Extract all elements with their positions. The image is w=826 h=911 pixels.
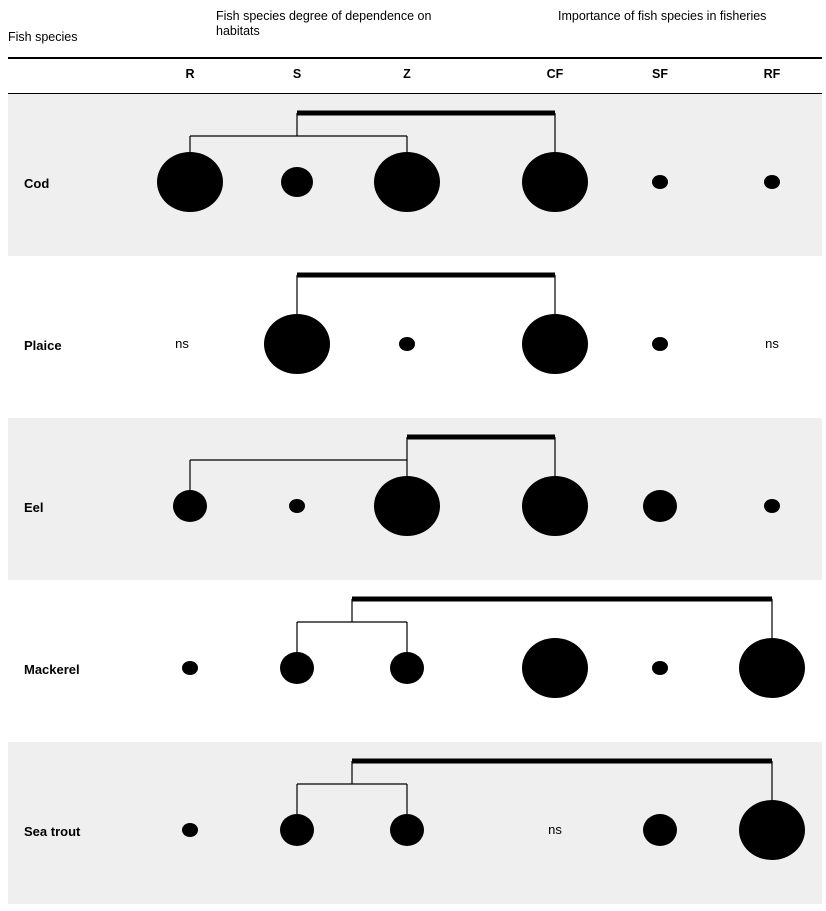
- dependence-dot-large: [522, 152, 588, 212]
- dependence-dot-small: [281, 167, 313, 197]
- dependence-dot-large: [522, 638, 588, 698]
- dependence-dot-medium: [390, 652, 424, 684]
- ns-label: ns: [765, 336, 779, 351]
- species-label: Sea trout: [24, 824, 81, 839]
- species-label: Plaice: [24, 338, 62, 353]
- dependence-dot-medium: [390, 814, 424, 846]
- dependence-dot-tiny: [289, 499, 305, 513]
- dependence-dot-large: [374, 152, 440, 212]
- dependence-dot-large: [739, 800, 805, 860]
- dependence-dot-medium: [173, 490, 207, 522]
- column-label-s: S: [292, 67, 302, 81]
- dependence-dot-tiny: [764, 499, 780, 513]
- column-label-r: R: [185, 67, 195, 81]
- dependence-dot-tiny: [182, 661, 198, 675]
- dependence-dot-tiny: [764, 175, 780, 189]
- dependence-dot-tiny: [652, 661, 668, 675]
- species-label: Mackerel: [24, 662, 80, 677]
- ns-label: ns: [175, 336, 189, 351]
- dependence-dot-large: [264, 314, 330, 374]
- dependence-dot-medium: [280, 814, 314, 846]
- column-label-z: Z: [403, 67, 411, 81]
- dependence-dot-tiny: [652, 175, 668, 189]
- dependence-dot-large: [157, 152, 223, 212]
- header-fisheries-importance: Importance of fish species in fisheries: [558, 9, 767, 23]
- header-top-rule: [8, 57, 822, 59]
- header-bottom-rule: [8, 93, 822, 95]
- dependence-dot-tiny: [652, 337, 668, 351]
- dependence-dot-large: [522, 314, 588, 374]
- row-plaice: Plaice: [8, 256, 822, 418]
- dependence-dot-large: [374, 476, 440, 536]
- species-label: Cod: [24, 176, 50, 191]
- column-label-sf: SF: [652, 67, 668, 81]
- header-habitat-dependence: Fish species degree of dependence on hab…: [216, 9, 432, 38]
- dependence-dot-medium: [643, 814, 677, 846]
- dependence-dot-large: [739, 638, 805, 698]
- row-mackerel: Mackerel: [8, 580, 822, 742]
- ns-label: ns: [548, 822, 562, 837]
- column-label-rf: RF: [763, 67, 781, 81]
- species-label: Eel: [24, 500, 44, 515]
- dependence-dot-tiny: [399, 337, 415, 351]
- dependence-dot-medium: [280, 652, 314, 684]
- dependence-dot-large: [522, 476, 588, 536]
- dependence-dot-tiny: [182, 823, 198, 837]
- column-label-cf: CF: [546, 67, 564, 81]
- header-fish-species: Fish species: [8, 30, 78, 44]
- dependence-dot-medium: [643, 490, 677, 522]
